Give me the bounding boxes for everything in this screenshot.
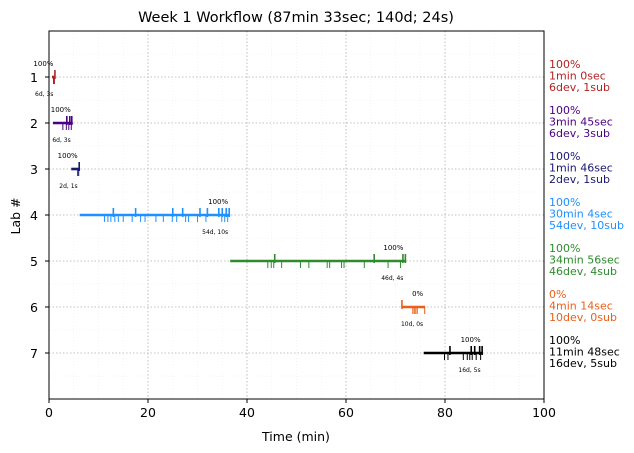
counts-label: 6d, 3s	[52, 137, 70, 144]
lab-summary-line: 6dev, 3sub	[549, 127, 610, 140]
lab-summary-line: 100%	[549, 334, 580, 347]
lab-summary-line: 100%	[549, 150, 580, 163]
y-tick-label: 4	[30, 208, 38, 223]
lab-summary-line: 6dev, 1sub	[549, 81, 610, 94]
y-tick-label: 5	[30, 254, 38, 269]
lab-summary-line: 1min 0sec	[549, 70, 606, 83]
lab-summary-line: 0%	[549, 288, 566, 301]
y-tick-label: 1	[30, 70, 38, 85]
counts-label: 10d, 0s	[401, 321, 423, 328]
x-tick-label: 20	[140, 405, 156, 420]
y-tick-label: 7	[30, 346, 38, 361]
completion-label: 100%	[208, 198, 228, 206]
lab-summary-line: 30min 4sec	[549, 208, 613, 221]
y-tick-label: 3	[30, 162, 38, 177]
y-tick-label: 2	[30, 116, 38, 131]
lab-summary-line: 3min 45sec	[549, 116, 613, 129]
lab-summary-line: 100%	[549, 58, 580, 71]
y-axis-label: Lab #	[8, 197, 23, 234]
lab-summary-line: 100%	[549, 104, 580, 117]
counts-label: 54d, 10s	[202, 229, 228, 236]
x-tick-label: 100	[532, 405, 556, 420]
lab-summary-line: 100%	[549, 196, 580, 209]
y-tick-label: 6	[30, 300, 38, 315]
completion-label: 0%	[412, 290, 423, 298]
completion-label: 100%	[33, 60, 53, 68]
x-tick-label: 0	[45, 405, 53, 420]
chart-title: Week 1 Workflow (87min 33sec; 140d; 24s)	[138, 10, 454, 26]
lab-summary-line: 4min 14sec	[549, 300, 613, 313]
completion-label: 100%	[58, 152, 78, 160]
lab-summary-line: 11min 48sec	[549, 346, 620, 359]
lab-summary-line: 16dev, 5sub	[549, 357, 617, 370]
counts-label: 16d, 5s	[458, 367, 480, 374]
counts-label: 2d, 1s	[59, 183, 77, 190]
counts-label: 6d, 3s	[35, 91, 53, 98]
lab-summary-line: 10dev, 0sub	[549, 311, 617, 324]
completion-label: 100%	[51, 106, 71, 114]
lab-summary-line: 46dev, 4sub	[549, 265, 617, 278]
lab-summary-line: 54dev, 10sub	[549, 219, 624, 232]
counts-label: 46d, 4s	[381, 275, 403, 282]
completion-label: 100%	[383, 244, 403, 252]
x-tick-label: 40	[239, 405, 255, 420]
lab-summary-line: 100%	[549, 242, 580, 255]
x-tick-label: 60	[338, 405, 354, 420]
lab-summary-line: 34min 56sec	[549, 254, 620, 267]
x-tick-label: 80	[437, 405, 453, 420]
lab-summary-line: 1min 46sec	[549, 162, 613, 175]
lab-summary-line: 2dev, 1sub	[549, 173, 610, 186]
completion-label: 100%	[461, 336, 481, 344]
x-axis-label: Time (min)	[261, 429, 330, 444]
